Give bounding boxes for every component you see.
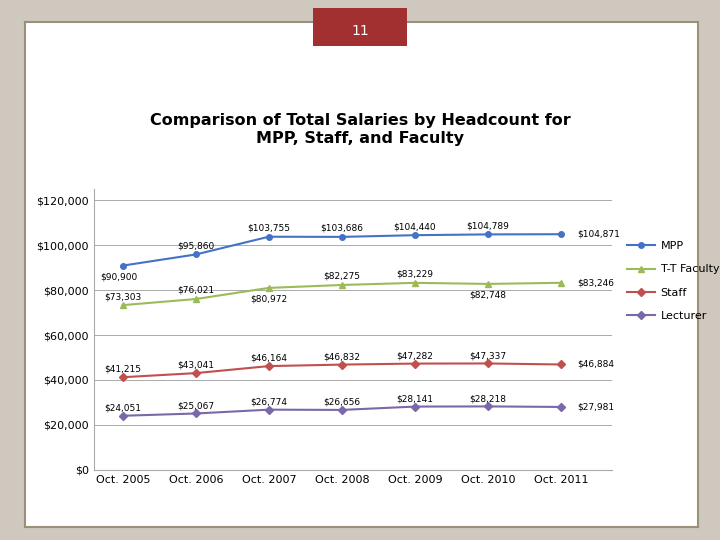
Text: $83,229: $83,229 [397,270,433,279]
Lecturer [484,403,492,410]
MPP [119,262,127,269]
Line: T-T Faculty: T-T Faculty [120,280,564,308]
Text: $47,337: $47,337 [469,351,506,360]
Text: $73,303: $73,303 [104,292,141,301]
Text: $76,021: $76,021 [177,286,215,295]
Line: Staff: Staff [120,361,564,380]
Text: $46,832: $46,832 [323,352,360,361]
Text: $26,774: $26,774 [251,397,287,406]
Lecturer [338,407,346,413]
Staff [119,374,127,381]
Text: $27,981: $27,981 [577,402,614,411]
Text: $90,900: $90,900 [101,272,138,281]
Text: $28,218: $28,218 [469,394,506,403]
T-T Faculty [410,280,419,286]
Text: $43,041: $43,041 [177,361,215,370]
Text: Comparison of Total Salaries by Headcount for
MPP, Staff, and Faculty: Comparison of Total Salaries by Headcoun… [150,113,570,146]
Lecturer [119,413,127,419]
MPP [557,231,565,238]
Text: $24,051: $24,051 [104,403,141,413]
Text: $46,884: $46,884 [577,360,614,369]
MPP [484,231,492,238]
T-T Faculty [264,285,273,291]
Lecturer [557,404,565,410]
Lecturer [264,407,273,413]
Text: $26,656: $26,656 [323,397,361,407]
T-T Faculty [192,296,200,302]
Text: $80,972: $80,972 [251,295,287,303]
Text: $104,871: $104,871 [577,230,620,239]
Text: $103,755: $103,755 [248,224,290,233]
Text: $95,860: $95,860 [177,241,215,251]
Text: $104,440: $104,440 [394,222,436,231]
Text: $28,141: $28,141 [397,394,433,403]
Staff [410,360,419,367]
Text: $47,282: $47,282 [397,351,433,360]
MPP [192,251,200,258]
Lecturer [410,403,419,410]
Text: $25,067: $25,067 [177,401,215,410]
MPP [338,234,346,240]
T-T Faculty [557,280,565,286]
Staff [338,361,346,368]
MPP [410,232,419,239]
Lecturer [192,410,200,417]
MPP [264,233,273,240]
Line: Lecturer: Lecturer [120,403,564,418]
Text: $104,789: $104,789 [467,221,509,231]
Text: $82,748: $82,748 [469,291,506,300]
Staff [484,360,492,367]
Legend: MPP, T-T Faculty, Staff, Lecturer: MPP, T-T Faculty, Staff, Lecturer [623,237,720,326]
T-T Faculty [119,302,127,308]
Text: $82,275: $82,275 [323,272,360,281]
Line: MPP: MPP [120,232,564,268]
Staff [264,363,273,369]
Text: $83,246: $83,246 [577,278,614,287]
Text: $103,686: $103,686 [320,224,364,233]
Staff [192,370,200,376]
Text: $46,164: $46,164 [251,354,287,363]
T-T Faculty [338,282,346,288]
T-T Faculty [484,281,492,287]
Text: $41,215: $41,215 [104,365,141,374]
Text: 11: 11 [351,24,369,38]
Staff [557,361,565,368]
